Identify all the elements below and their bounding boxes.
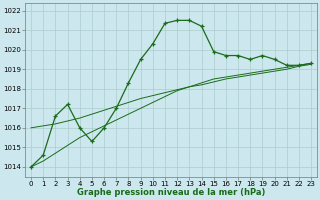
- X-axis label: Graphe pression niveau de la mer (hPa): Graphe pression niveau de la mer (hPa): [77, 188, 265, 197]
